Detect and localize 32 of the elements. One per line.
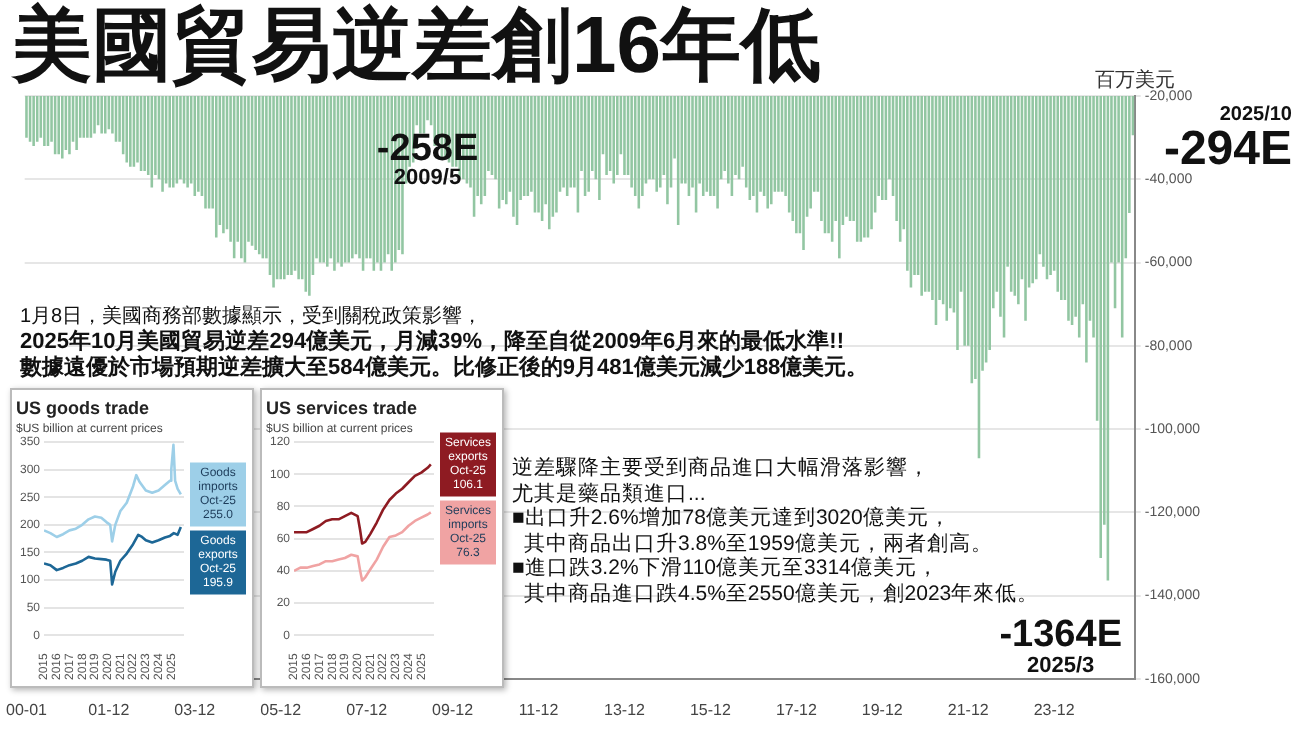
y-axis-title: 百万美元 [1094, 68, 1175, 92]
x-tick-label: 05-12 [260, 700, 303, 719]
chart-title: 美國貿易逆差創16年低 [12, 0, 821, 92]
x-tick-label: 00-01 [6, 700, 49, 719]
chart-title: US goods trade [16, 397, 150, 418]
x-tick-label: 17-12 [775, 700, 818, 719]
x-tick-label: 21-12 [947, 700, 990, 719]
x-tick-label: 09-12 [432, 700, 475, 719]
x-tick-label: 15-12 [689, 700, 732, 719]
annotation: -1364E [999, 614, 1122, 656]
text: 2025/10 [1217, 104, 1292, 126]
x-tick-label: 11-12 [518, 700, 560, 719]
annotation: -258E [376, 128, 479, 171]
x-tick-label: 03-12 [174, 700, 217, 719]
annotation: 2025/3 [1025, 654, 1097, 678]
x-tick-label: 23-12 [1033, 700, 1076, 719]
annotation: ■出口升2.6%增加78億美元達到3020億美元， [512, 506, 953, 531]
x-tick-label: 13-12 [604, 700, 647, 719]
annotation: 2009/5 [393, 166, 462, 191]
text: -294E [1163, 122, 1292, 176]
annotation: 其中商品進口跌4.5%至2550億美元，創2023年來低。 [522, 581, 1040, 606]
chart-title: US services trade [266, 397, 418, 418]
x-tick-label: 07-12 [346, 700, 389, 719]
annotation: ■進口跌3.2%下滑110億美元至3314億美元， [512, 556, 941, 581]
annotation: 數據遠優於市場預期逆差擴大至584億美元。比修正後的9月481億美元減少188億美元。 [20, 356, 869, 382]
annotation: 1月8日，美國商務部數據顯示，受到關稅政策影響， [20, 304, 485, 328]
x-tick-label: 01-12 [88, 700, 131, 719]
annotation: 其中商品出口升3.8%至1959億美元，兩者創高。 [522, 531, 995, 556]
annotation: 尤其是藥品類進口... [512, 481, 708, 506]
annotation: 逆差驟降主要受到商品進口大幅滑落影響， [512, 456, 932, 481]
x-tick-label: 19-12 [861, 700, 904, 719]
annotation: 2025年10月美國貿易逆差294億美元，月減39%，降至自從2009年6月來的最低水準!! [20, 330, 846, 354]
